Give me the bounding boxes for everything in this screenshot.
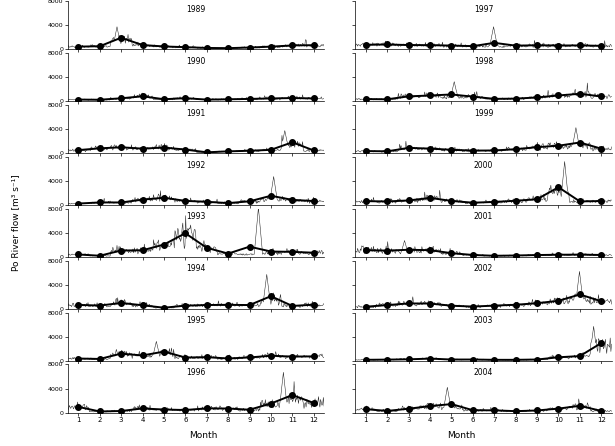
Text: 1999: 1999 [474,109,493,118]
Text: Month: Month [447,431,475,440]
Text: 2003: 2003 [474,316,493,326]
Text: 1997: 1997 [474,5,493,14]
Text: Month: Month [189,431,217,440]
Text: 2004: 2004 [474,368,493,377]
Text: 1990: 1990 [186,57,205,66]
Text: 1992: 1992 [186,161,205,169]
Text: 2002: 2002 [474,264,493,273]
Text: 1998: 1998 [474,57,493,66]
Text: Po River flow [m³ s⁻¹]: Po River flow [m³ s⁻¹] [11,175,20,271]
Text: 1996: 1996 [186,368,205,377]
Text: 1995: 1995 [186,316,205,326]
Text: 2000: 2000 [474,161,493,169]
Text: 1993: 1993 [186,212,205,222]
Text: 1994: 1994 [186,264,205,273]
Text: 1991: 1991 [186,109,205,118]
Text: 2001: 2001 [474,212,493,222]
Text: 1989: 1989 [186,5,205,14]
